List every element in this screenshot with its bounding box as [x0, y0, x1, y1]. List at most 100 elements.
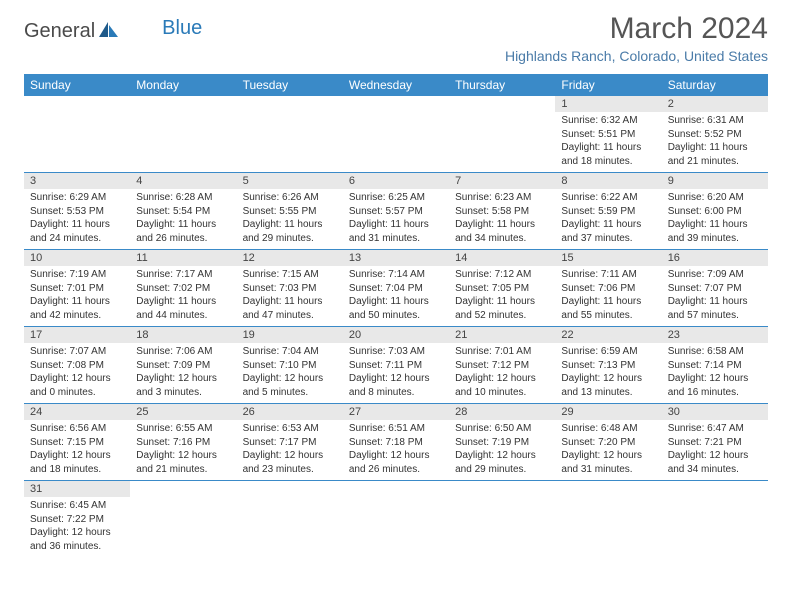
calendar-day-cell: 29Sunrise: 6:48 AMSunset: 7:20 PMDayligh… — [555, 404, 661, 481]
logo: General Blue — [24, 20, 202, 43]
day-detail-line: Sunset: 7:05 PM — [455, 282, 549, 296]
day-detail-line: Sunrise: 6:56 AM — [30, 422, 124, 436]
weekday-header: Friday — [555, 74, 661, 96]
day-detail-line: and 31 minutes. — [561, 463, 655, 477]
day-details: Sunrise: 6:26 AMSunset: 5:55 PMDaylight:… — [237, 189, 343, 249]
day-detail-line: Daylight: 11 hours — [243, 218, 337, 232]
day-details: Sunrise: 7:01 AMSunset: 7:12 PMDaylight:… — [449, 343, 555, 403]
location-text: Highlands Ranch, Colorado, United States — [505, 48, 768, 64]
day-detail-line: Daylight: 12 hours — [668, 372, 762, 386]
calendar-day-cell — [343, 481, 449, 558]
day-details: Sunrise: 7:07 AMSunset: 7:08 PMDaylight:… — [24, 343, 130, 403]
calendar-day-cell: 15Sunrise: 7:11 AMSunset: 7:06 PMDayligh… — [555, 250, 661, 327]
day-details: Sunrise: 7:06 AMSunset: 7:09 PMDaylight:… — [130, 343, 236, 403]
day-detail-line: Sunset: 7:19 PM — [455, 436, 549, 450]
calendar-week-row: 17Sunrise: 7:07 AMSunset: 7:08 PMDayligh… — [24, 327, 768, 404]
day-detail-line: and 55 minutes. — [561, 309, 655, 323]
day-detail-line: Sunset: 5:53 PM — [30, 205, 124, 219]
logo-sail-icon — [98, 20, 120, 43]
day-details: Sunrise: 6:48 AMSunset: 7:20 PMDaylight:… — [555, 420, 661, 480]
day-detail-line: Sunset: 5:58 PM — [455, 205, 549, 219]
day-detail-line: Sunrise: 7:04 AM — [243, 345, 337, 359]
day-detail-line: Daylight: 12 hours — [349, 372, 443, 386]
day-detail-line: Sunrise: 6:31 AM — [668, 114, 762, 128]
day-details: Sunrise: 6:29 AMSunset: 5:53 PMDaylight:… — [24, 189, 130, 249]
day-detail-line: and 18 minutes. — [30, 463, 124, 477]
day-detail-line: Daylight: 11 hours — [455, 295, 549, 309]
day-detail-line: Daylight: 11 hours — [136, 218, 230, 232]
day-detail-line: Sunset: 7:10 PM — [243, 359, 337, 373]
day-details: Sunrise: 7:17 AMSunset: 7:02 PMDaylight:… — [130, 266, 236, 326]
calendar-day-cell: 2Sunrise: 6:31 AMSunset: 5:52 PMDaylight… — [662, 96, 768, 173]
day-details: Sunrise: 7:14 AMSunset: 7:04 PMDaylight:… — [343, 266, 449, 326]
day-detail-line: Daylight: 11 hours — [668, 141, 762, 155]
day-details: Sunrise: 7:11 AMSunset: 7:06 PMDaylight:… — [555, 266, 661, 326]
day-detail-line: Sunset: 7:15 PM — [30, 436, 124, 450]
calendar-day-cell: 16Sunrise: 7:09 AMSunset: 7:07 PMDayligh… — [662, 250, 768, 327]
calendar-day-cell — [130, 96, 236, 173]
logo-text-blue: Blue — [162, 17, 202, 40]
day-detail-line: and 34 minutes. — [668, 463, 762, 477]
day-detail-line: Daylight: 11 hours — [455, 218, 549, 232]
day-detail-line: Sunset: 7:02 PM — [136, 282, 230, 296]
day-number: 2 — [662, 96, 768, 112]
day-number: 25 — [130, 404, 236, 420]
calendar-day-cell: 12Sunrise: 7:15 AMSunset: 7:03 PMDayligh… — [237, 250, 343, 327]
day-detail-line: Sunrise: 6:53 AM — [243, 422, 337, 436]
day-detail-line: Sunrise: 6:45 AM — [30, 499, 124, 513]
day-detail-line: Sunrise: 7:15 AM — [243, 268, 337, 282]
day-detail-line: and 18 minutes. — [561, 155, 655, 169]
day-number: 30 — [662, 404, 768, 420]
day-number: 3 — [24, 173, 130, 189]
day-detail-line: Daylight: 11 hours — [136, 295, 230, 309]
day-number: 12 — [237, 250, 343, 266]
day-detail-line: and 16 minutes. — [668, 386, 762, 400]
day-detail-line: Sunset: 7:07 PM — [668, 282, 762, 296]
weekday-header-row: SundayMondayTuesdayWednesdayThursdayFrid… — [24, 74, 768, 96]
day-detail-line: Sunrise: 7:19 AM — [30, 268, 124, 282]
day-details: Sunrise: 6:28 AMSunset: 5:54 PMDaylight:… — [130, 189, 236, 249]
day-detail-line: Sunrise: 7:09 AM — [668, 268, 762, 282]
day-detail-line: Sunrise: 6:25 AM — [349, 191, 443, 205]
day-detail-line: and 36 minutes. — [30, 540, 124, 554]
day-detail-line: and 52 minutes. — [455, 309, 549, 323]
day-number: 8 — [555, 173, 661, 189]
day-details: Sunrise: 7:09 AMSunset: 7:07 PMDaylight:… — [662, 266, 768, 326]
day-details: Sunrise: 7:15 AMSunset: 7:03 PMDaylight:… — [237, 266, 343, 326]
day-detail-line: and 23 minutes. — [243, 463, 337, 477]
day-number: 21 — [449, 327, 555, 343]
day-detail-line: Daylight: 12 hours — [349, 449, 443, 463]
calendar-day-cell: 30Sunrise: 6:47 AMSunset: 7:21 PMDayligh… — [662, 404, 768, 481]
calendar-day-cell: 10Sunrise: 7:19 AMSunset: 7:01 PMDayligh… — [24, 250, 130, 327]
calendar-day-cell: 19Sunrise: 7:04 AMSunset: 7:10 PMDayligh… — [237, 327, 343, 404]
calendar-day-cell: 31Sunrise: 6:45 AMSunset: 7:22 PMDayligh… — [24, 481, 130, 558]
day-detail-line: Sunrise: 6:55 AM — [136, 422, 230, 436]
day-detail-line: Sunrise: 6:26 AM — [243, 191, 337, 205]
day-number: 26 — [237, 404, 343, 420]
day-detail-line: Sunrise: 6:20 AM — [668, 191, 762, 205]
day-details: Sunrise: 6:50 AMSunset: 7:19 PMDaylight:… — [449, 420, 555, 480]
day-detail-line: and 24 minutes. — [30, 232, 124, 246]
day-detail-line: Daylight: 11 hours — [243, 295, 337, 309]
day-detail-line: Sunset: 7:14 PM — [668, 359, 762, 373]
day-detail-line: Daylight: 11 hours — [349, 218, 443, 232]
calendar-day-cell: 17Sunrise: 7:07 AMSunset: 7:08 PMDayligh… — [24, 327, 130, 404]
day-details: Sunrise: 6:31 AMSunset: 5:52 PMDaylight:… — [662, 112, 768, 172]
day-details: Sunrise: 6:56 AMSunset: 7:15 PMDaylight:… — [24, 420, 130, 480]
day-detail-line: and 31 minutes. — [349, 232, 443, 246]
day-detail-line: Sunrise: 6:29 AM — [30, 191, 124, 205]
calendar-day-cell — [662, 481, 768, 558]
day-details: Sunrise: 6:51 AMSunset: 7:18 PMDaylight:… — [343, 420, 449, 480]
calendar-table: SundayMondayTuesdayWednesdayThursdayFrid… — [24, 74, 768, 557]
day-detail-line: and 21 minutes. — [136, 463, 230, 477]
day-detail-line: Daylight: 12 hours — [136, 372, 230, 386]
day-details: Sunrise: 6:22 AMSunset: 5:59 PMDaylight:… — [555, 189, 661, 249]
day-detail-line: Sunset: 5:59 PM — [561, 205, 655, 219]
day-detail-line: Daylight: 11 hours — [349, 295, 443, 309]
calendar-day-cell: 13Sunrise: 7:14 AMSunset: 7:04 PMDayligh… — [343, 250, 449, 327]
day-detail-line: Sunrise: 7:12 AM — [455, 268, 549, 282]
day-number: 7 — [449, 173, 555, 189]
day-details: Sunrise: 6:20 AMSunset: 6:00 PMDaylight:… — [662, 189, 768, 249]
calendar-day-cell: 18Sunrise: 7:06 AMSunset: 7:09 PMDayligh… — [130, 327, 236, 404]
calendar-day-cell — [343, 96, 449, 173]
